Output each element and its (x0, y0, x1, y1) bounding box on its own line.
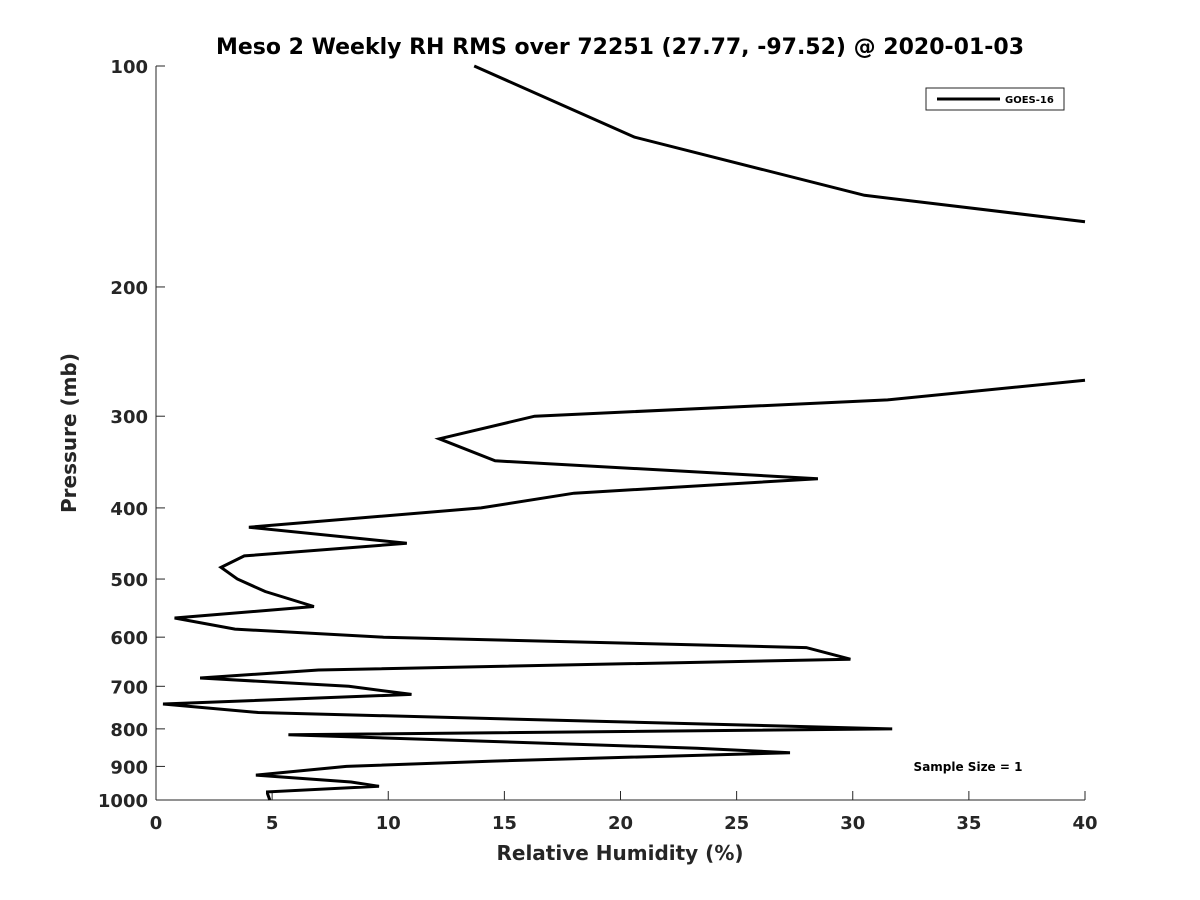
x-tick-label: 5 (266, 813, 279, 834)
plot-axes (155, 66, 1085, 801)
y-tick-label: 400 (110, 499, 148, 520)
y-tick-label: 1000 (98, 791, 148, 812)
y-tick-label: 900 (110, 757, 148, 778)
y-tick-label: 100 (110, 57, 148, 78)
y-tick-label: 300 (110, 407, 148, 428)
series-line-goes-16-segment-2 (162, 378, 1086, 801)
x-tick-label: 10 (376, 813, 401, 834)
x-tick-label: 0 (150, 813, 163, 834)
series-layer (162, 64, 1086, 801)
x-tick-label: 40 (1072, 813, 1097, 834)
x-axis-ticks: 0 5 10 15 20 25 30 35 40 (150, 791, 1098, 834)
x-tick-label: 20 (608, 813, 633, 834)
y-tick-label: 200 (110, 278, 148, 299)
legend: GOES-16 (925, 87, 1065, 111)
x-tick-label: 30 (840, 813, 865, 834)
series-line-goes-16-segment-1 (473, 64, 1086, 224)
y-axis-label: Pressure (mb) (57, 353, 81, 513)
chart-title: Meso 2 Weekly RH RMS over 72251 (27.77, … (216, 35, 1024, 60)
x-tick-label: 25 (724, 813, 749, 834)
y-tick-label: 500 (110, 570, 148, 591)
y-tick-label: 700 (110, 677, 148, 698)
y-tick-label: 600 (110, 628, 148, 649)
sample-size-annotation: Sample Size = 1 (914, 760, 1023, 774)
x-axis-label: Relative Humidity (%) (496, 841, 743, 865)
y-tick-label: 800 (110, 720, 148, 741)
y-axis-ticks: 100 200 300 400 500 600 700 800 900 1000 (98, 57, 165, 812)
legend-label-goes-16: GOES-16 (1005, 95, 1054, 106)
x-tick-label: 35 (956, 813, 981, 834)
x-tick-label: 15 (492, 813, 517, 834)
